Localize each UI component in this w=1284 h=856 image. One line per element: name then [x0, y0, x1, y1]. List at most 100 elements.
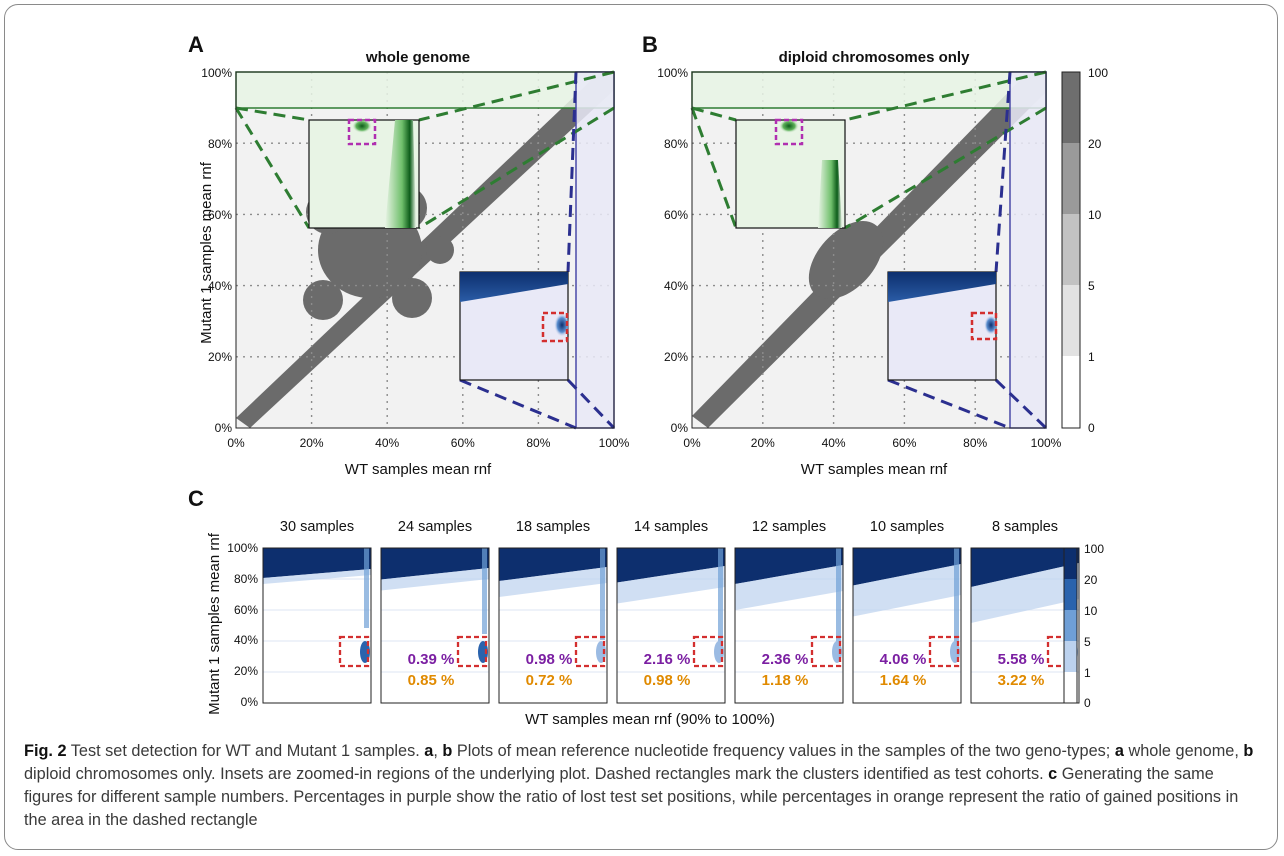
small-multiple-sparse-band [971, 563, 1079, 623]
small-multiple-4: 12 samples 2.36 % 1.18 % [734, 519, 844, 704]
small-multiple-edge-stripe [718, 548, 723, 646]
panel-b-green-zoom-region [691, 71, 1047, 109]
panel-b-xtick-100: 100% [1031, 436, 1062, 450]
small-multiple-2: 18 samples 0.98 % 0.72 % [498, 519, 608, 704]
small-multiple-sparse-band [263, 569, 371, 584]
panel-c-ytick-0: 0% [241, 695, 259, 709]
small-multiple-5: 10 samples 4.06 % 1.64 % [852, 519, 962, 704]
colorbar-ab-label-1: 1 [1088, 350, 1095, 364]
small-multiple-lost-percent: 2.16 % [644, 651, 691, 668]
small-multiple-edge-stripe [482, 548, 487, 634]
small-multiple-0: 30 samples [262, 519, 372, 704]
caption-panel-a-ref: a [424, 742, 434, 760]
small-multiple-high-density-band [735, 548, 843, 584]
panel-a-title: whole genome [365, 49, 470, 66]
small-multiple-title: 8 samples [992, 519, 1058, 535]
caption-text-4: diploid chromosomes only. Insets are zoo… [24, 765, 1049, 783]
panel-c: C Mutant 1 samples mean rnf WT samples m… [188, 486, 1080, 728]
colorbar-ab: 0 1 5 10 20 100 [1061, 66, 1108, 435]
small-multiple-lost-percent: 2.36 % [762, 651, 809, 668]
panel-c-ytick-20: 20% [234, 664, 258, 678]
caption-fig-label: Fig. 2 [24, 742, 67, 760]
panel-a-ytick-100: 100% [201, 66, 232, 80]
panel-a-blue-inset [459, 71, 616, 430]
panel-b-xtick-0: 0% [683, 436, 701, 450]
panel-a-y-axis-label: Mutant 1 samples mean rnf [198, 161, 215, 344]
small-multiples: 30 samples 24 samples 0.39 % 0.85 % 18 sampl… [262, 519, 1080, 704]
caption-panel-a-ref-2: a [1114, 742, 1124, 760]
small-multiple-high-density-band [499, 548, 607, 581]
panel-b-ytick-60: 60% [664, 208, 688, 222]
small-multiple-title: 30 samples [280, 519, 354, 535]
colorbar-c-label-100: 100 [1084, 542, 1104, 556]
panel-a-blue-zoom-region [575, 71, 615, 429]
small-multiple-dashed-rect [456, 635, 488, 668]
panel-a-xtick-80: 80% [526, 436, 550, 450]
caption-text-5: Generating the same figures for differen… [24, 765, 1239, 829]
panel-b-xtick-60: 60% [892, 436, 916, 450]
colorbar-c-label-1: 1 [1084, 666, 1091, 680]
colorbar-c-label-10: 10 [1084, 604, 1098, 618]
small-multiple-6: 8 samples 5.58 % 3.22 % [970, 519, 1080, 704]
small-multiple-sparse-band [853, 564, 961, 617]
small-multiple-lost-percent: 5.58 % [998, 651, 1045, 668]
small-multiple-gained-percent: 0.85 % [408, 672, 455, 689]
panel-b: B diploid chromosomes only WT samples me… [642, 32, 1062, 478]
caption-text-1: Test set detection for WT and Mutant 1 s… [66, 742, 425, 760]
colorbar-c-label-0: 0 [1084, 696, 1091, 710]
small-multiple-sparse-band [381, 568, 489, 591]
small-multiple-border [380, 547, 490, 704]
small-multiple-border [852, 547, 962, 704]
small-multiple-border [616, 547, 726, 704]
small-multiple-border [970, 547, 1080, 704]
panel-b-xtick-20: 20% [751, 436, 775, 450]
panel-a-letter: A [188, 32, 204, 57]
small-multiple-sparse-band [617, 566, 725, 604]
caption-text-3: whole genome, [1123, 742, 1244, 760]
small-multiple-border [734, 547, 844, 704]
small-multiple-edge-stripe [600, 548, 605, 640]
panel-a-ytick-60: 60% [208, 208, 232, 222]
panel-a-ytick-80: 80% [208, 137, 232, 151]
panel-b-ytick-40: 40% [664, 279, 688, 293]
caption-comma: , [433, 742, 443, 760]
panel-c-ytick-40: 40% [234, 633, 258, 647]
small-multiple-1: 24 samples 0.39 % 0.85 % [380, 519, 490, 704]
panel-c-letter: C [188, 486, 204, 511]
caption-panel-b-ref: b [442, 742, 453, 760]
panel-b-green-inset [690, 70, 1047, 230]
panel-a-diagonal-band [236, 72, 614, 428]
colorbar-c: 0 1 5 10 20 100 [1063, 542, 1104, 710]
small-multiple-high-density-band [617, 548, 725, 583]
small-multiple-edge-stripe [364, 548, 369, 628]
panel-b-xtick-80: 80% [963, 436, 987, 450]
small-multiple-title: 24 samples [398, 519, 472, 535]
panel-a-xtick-0: 0% [227, 436, 245, 450]
small-multiple-gained-percent: 0.98 % [644, 672, 691, 689]
small-multiple-3: 14 samples 2.16 % 0.98 % [616, 519, 726, 704]
panel-c-ytick-100: 100% [227, 541, 258, 555]
panel-b-xtick-40: 40% [822, 436, 846, 450]
panel-b-x-axis-label: WT samples mean rnf [801, 461, 948, 478]
small-multiple-high-density-band [381, 548, 489, 580]
small-multiple-dashed-rect [692, 635, 724, 668]
colorbar-ab-label-100: 100 [1088, 66, 1108, 80]
colorbar-ab-label-0: 0 [1088, 421, 1095, 435]
colorbar-ab-label-20: 20 [1088, 137, 1102, 151]
small-multiple-edge-stripe [836, 548, 841, 652]
caption-text-2: Plots of mean reference nucleotide frequ… [452, 742, 1115, 760]
panel-a-xtick-60: 60% [451, 436, 475, 450]
panel-b-ytick-100: 100% [657, 66, 688, 80]
small-multiple-gained-percent: 0.72 % [526, 672, 573, 689]
small-multiple-title: 14 samples [634, 519, 708, 535]
panel-a-xtick-40: 40% [375, 436, 399, 450]
small-multiple-lost-percent: 4.06 % [880, 651, 927, 668]
small-multiple-gained-percent: 1.18 % [762, 672, 809, 689]
colorbar-ab-label-10: 10 [1088, 208, 1102, 222]
small-multiple-edge-stripe [954, 548, 959, 658]
panel-a-green-zoom-region [235, 71, 615, 109]
caption-panel-c-ref: c [1048, 765, 1058, 783]
panel-b-letter: B [642, 32, 658, 57]
small-multiple-high-density-band [263, 548, 371, 578]
panel-a-ytick-20: 20% [208, 350, 232, 364]
